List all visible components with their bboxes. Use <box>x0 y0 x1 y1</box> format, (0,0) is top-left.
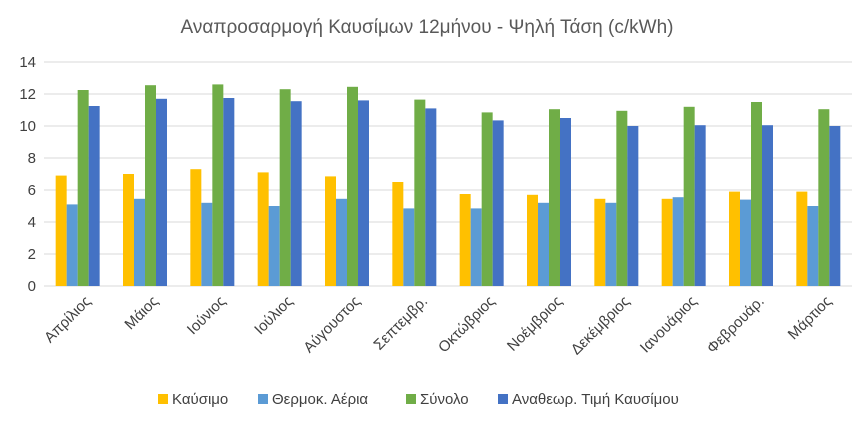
bar <box>201 202 213 286</box>
bar <box>549 109 560 286</box>
bar <box>683 106 695 286</box>
x-axis-labels: Απρίλιος Μάιος Ιούνιος Ιούλιος Αύγουστος Σεπτ… <box>41 293 835 358</box>
x-tick-label: Μάρτιος <box>785 293 835 343</box>
bar <box>156 98 167 286</box>
bar <box>268 206 280 286</box>
bar <box>818 109 830 286</box>
bar <box>694 125 706 286</box>
bar <box>66 204 78 286</box>
bar <box>414 99 426 286</box>
legend-swatch <box>258 394 268 404</box>
y-tick-label: 6 <box>28 182 36 199</box>
bar <box>807 206 819 286</box>
x-tick-label: Σεπτεμβρ. <box>370 293 431 354</box>
bar <box>762 125 773 286</box>
x-tick-label: Νοέμβριος <box>504 293 566 355</box>
bar <box>459 194 471 286</box>
bar <box>560 118 571 286</box>
bar <box>212 84 224 287</box>
bar <box>538 202 549 286</box>
bar <box>627 126 639 286</box>
gridlines <box>44 61 852 287</box>
bar <box>594 198 606 286</box>
bar <box>123 174 134 286</box>
x-tick-label: Απρίλιος <box>41 293 94 346</box>
bar <box>190 169 202 286</box>
bar <box>257 172 269 286</box>
bar <box>88 106 100 286</box>
bar <box>279 89 291 286</box>
x-tick-label: Οκτώβριος <box>435 293 498 356</box>
legend-label: Καύσιμο <box>172 391 228 408</box>
bar <box>661 198 673 286</box>
bar <box>55 175 67 286</box>
legend-label: Αναθεωρ. Τιμή Καυσίμου <box>512 391 679 408</box>
bar <box>134 198 145 286</box>
x-tick-label: Αύγουστος <box>300 293 363 356</box>
y-tick-label: 2 <box>28 246 36 263</box>
legend-swatch <box>498 394 508 404</box>
bar <box>729 191 740 286</box>
bar <box>325 176 336 286</box>
y-tick-label: 10 <box>19 118 36 135</box>
bar <box>796 191 808 286</box>
x-tick-label: Μάιος <box>121 293 161 333</box>
bar <box>425 108 437 287</box>
legend-swatch <box>406 394 416 404</box>
x-tick-label: Ιούλιος <box>251 293 296 338</box>
bar <box>347 86 358 286</box>
x-tick-label: Ιανουάριος <box>637 293 701 357</box>
bar <box>481 112 493 287</box>
legend-label: Θερμοκ. Αέρια <box>272 391 368 408</box>
bar <box>290 101 302 286</box>
bar <box>527 194 538 286</box>
x-tick-label: Δεκέμβριος <box>568 293 633 358</box>
legend: Καύσιμο Θερμοκ. Αέρια Σύνολο Αναθεωρ. Τιμή … <box>158 391 679 408</box>
bar <box>77 90 89 286</box>
chart-title: Αναπροσαρμογή Καυσίμων 12μήνου - Ψηλή Τά… <box>181 17 674 38</box>
bar <box>829 126 841 286</box>
legend-swatch <box>158 394 168 404</box>
bars <box>55 84 841 287</box>
bar <box>492 120 504 287</box>
bar <box>740 199 751 286</box>
bar <box>392 182 404 286</box>
y-tick-label: 8 <box>28 150 36 167</box>
bar <box>145 85 156 286</box>
bar <box>672 197 684 286</box>
y-tick-label: 4 <box>28 214 36 231</box>
bar <box>336 198 347 286</box>
y-tick-label: 14 <box>19 54 36 71</box>
bar <box>616 110 628 286</box>
legend-label: Σύνολο <box>420 391 469 408</box>
bar <box>223 98 235 286</box>
bar <box>751 102 762 286</box>
bar <box>470 208 482 286</box>
y-axis-ticks: 0 2 4 6 8 10 12 14 <box>19 54 36 295</box>
x-tick-label: Ιούνιος <box>184 293 229 338</box>
bar <box>605 202 617 286</box>
bar <box>358 100 369 287</box>
bar <box>403 208 415 286</box>
x-tick-label: Φεβρουάρ. <box>704 293 768 357</box>
y-tick-label: 0 <box>28 278 36 295</box>
y-tick-label: 12 <box>19 86 36 103</box>
